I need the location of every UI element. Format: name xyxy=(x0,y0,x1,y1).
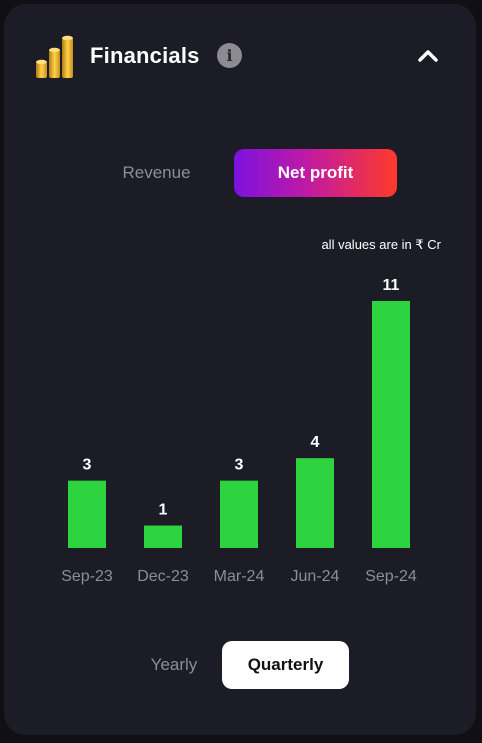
bar-jun-24[interactable] xyxy=(296,458,334,548)
data-label: 11 xyxy=(383,277,400,294)
x-tick-label: Jun-24 xyxy=(291,568,340,585)
card-header: Financials i xyxy=(4,4,476,109)
bar-sep-24[interactable] xyxy=(372,301,410,548)
tab-net-profit[interactable]: Net profit xyxy=(234,149,397,197)
bar-mar-24[interactable] xyxy=(220,480,258,548)
chevron-up-icon[interactable] xyxy=(416,46,440,64)
tab-yearly[interactable]: Yearly xyxy=(150,655,198,674)
bar-sep-23[interactable] xyxy=(68,480,106,548)
tab-quarterly[interactable]: Quarterly xyxy=(222,641,349,689)
bar-dec-23[interactable] xyxy=(144,525,182,548)
coin-stack-chart-icon xyxy=(36,35,73,78)
x-tick-label: Sep-24 xyxy=(365,568,417,585)
data-label: 3 xyxy=(83,457,92,474)
info-icon[interactable]: i xyxy=(217,43,242,68)
data-label: 1 xyxy=(159,502,168,519)
data-label: 3 xyxy=(235,457,244,474)
net-profit-bar-chart: 3 Sep-23 1 Dec-23 3 Mar-24 4 Jun-24 11 Sep-24 xyxy=(61,277,417,585)
unit-note: all values are in ₹ Cr xyxy=(321,237,441,252)
period-toggle: Yearly Quarterly xyxy=(4,641,476,689)
card-title: Financials xyxy=(90,43,200,68)
tab-revenue[interactable]: Revenue xyxy=(122,163,191,182)
financials-card: Financials i Revenue Net profit all valu… xyxy=(4,4,476,735)
metric-toggle: Revenue Net profit xyxy=(4,149,476,197)
data-label: 4 xyxy=(311,434,320,451)
x-tick-label: Sep-23 xyxy=(61,568,113,585)
x-tick-label: Mar-24 xyxy=(214,568,265,585)
x-tick-label: Dec-23 xyxy=(137,568,189,585)
